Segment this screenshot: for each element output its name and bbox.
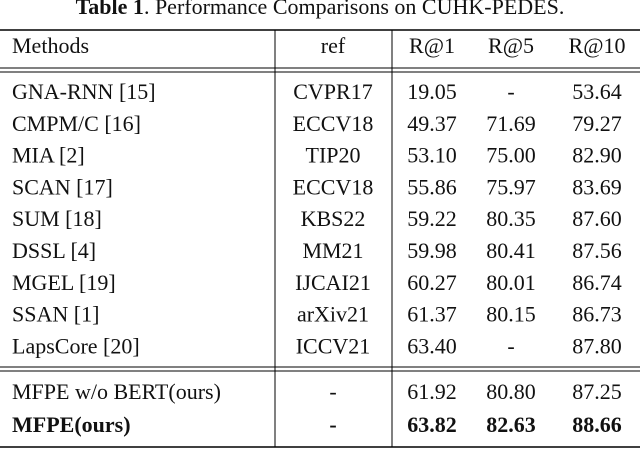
table-cell: 61.37 [407, 302, 457, 327]
table-cell: TIP20 [306, 143, 361, 168]
table-cell: 80.35 [486, 206, 536, 231]
table-cell: GNA-RNN [15] [12, 79, 156, 104]
table-cell: ECCV18 [293, 174, 374, 199]
table-cell: 82.90 [572, 143, 622, 168]
table-cell: 80.80 [486, 379, 536, 404]
table-cell: MFPE(ours) [12, 412, 131, 437]
table-cell: arXiv21 [297, 302, 369, 327]
header-cell: R@10 [569, 33, 626, 58]
table-cell: - [329, 412, 336, 437]
table-cell: MFPE w/o BERT(ours) [12, 379, 221, 404]
table-cell: LapsCore [20] [12, 333, 140, 358]
table-cell: 86.73 [572, 302, 622, 327]
table-cell: 87.56 [572, 238, 622, 263]
table-cell: 87.25 [572, 379, 622, 404]
table-cell: 59.22 [407, 206, 457, 231]
table-cell: CMPM/C [16] [12, 111, 141, 136]
table-cell: 79.27 [572, 111, 622, 136]
table-cell: 80.15 [486, 302, 536, 327]
header-cell: R@5 [488, 33, 534, 58]
table-cell: 60.27 [407, 270, 457, 295]
table-cell: 53.10 [407, 143, 457, 168]
table-cell: 55.86 [407, 174, 457, 199]
table-cell: 63.40 [407, 333, 457, 358]
header-cell: R@1 [409, 33, 455, 58]
table-cell: 63.82 [407, 412, 457, 437]
table-cell: 53.64 [572, 79, 622, 104]
table-cell: SCAN [17] [12, 174, 113, 199]
table-cell: 86.74 [572, 270, 622, 295]
table-cell: SSAN [1] [12, 302, 99, 327]
table-cell: 75.97 [486, 174, 536, 199]
table-cell: MM21 [302, 238, 363, 263]
table-cell: 71.69 [486, 111, 536, 136]
table-cell: - [507, 333, 514, 358]
table-cell: SUM [18] [12, 206, 102, 231]
caption-text: . Performance Comparisons on CUHK-PEDES. [144, 0, 564, 19]
table-cell: 61.92 [407, 379, 457, 404]
table-cell: - [329, 379, 336, 404]
header-cell: Methods [12, 33, 89, 58]
table-cell: 87.60 [572, 206, 622, 231]
table-cell: 19.05 [407, 79, 457, 104]
header-cell: ref [321, 33, 346, 58]
table-cell: CVPR17 [293, 79, 372, 104]
caption-label: Table 1 [76, 0, 144, 19]
table-cell: IJCAI21 [295, 270, 371, 295]
table-cell: 49.37 [407, 111, 457, 136]
table-cell: KBS22 [301, 206, 366, 231]
table-cell: ICCV21 [296, 333, 371, 358]
table-cell: 82.63 [486, 412, 536, 437]
table-cell: - [507, 79, 514, 104]
table-cell: 83.69 [572, 174, 622, 199]
table-cell: 75.00 [486, 143, 536, 168]
table-cell: DSSL [4] [12, 238, 96, 263]
table-cell: 59.98 [407, 238, 457, 263]
table-cell: 87.80 [572, 333, 622, 358]
table-cell: 80.41 [486, 238, 536, 263]
table-cell: 80.01 [486, 270, 536, 295]
table-cell: ECCV18 [293, 111, 374, 136]
table-cell: MGEL [19] [12, 270, 116, 295]
table-cell: MIA [2] [12, 143, 85, 168]
table-cell: 88.66 [572, 412, 622, 437]
table-caption: Table 1. Performance Comparisons on CUHK… [76, 0, 565, 19]
